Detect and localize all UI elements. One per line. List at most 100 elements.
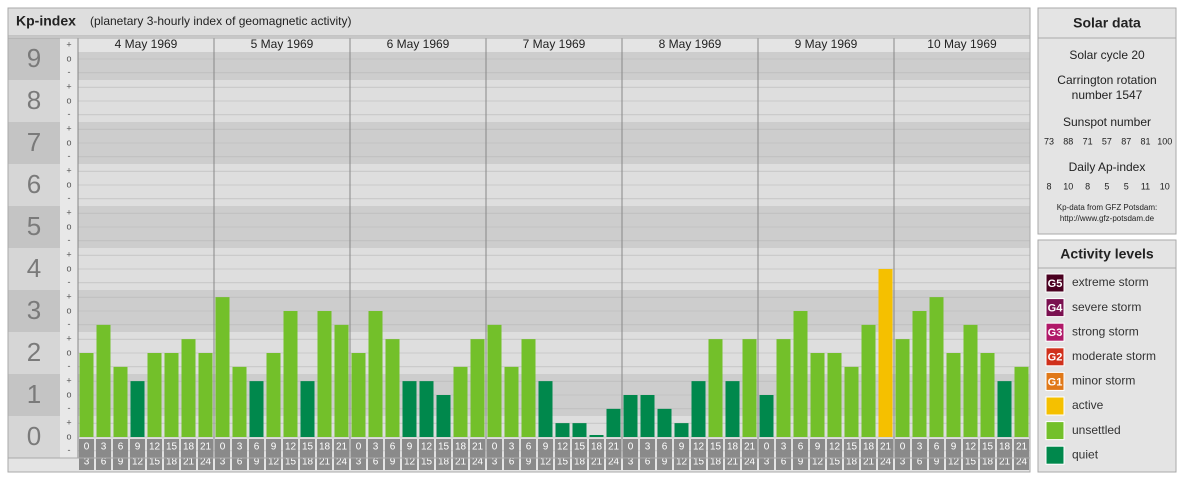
hour-label: 6 — [798, 442, 804, 453]
day-label: 8 May 1969 — [659, 37, 722, 51]
hour-box — [776, 439, 791, 470]
band — [8, 206, 60, 248]
ap-index: 8 — [1085, 181, 1090, 191]
hour-box — [96, 439, 111, 470]
hour-box — [861, 439, 876, 470]
bar — [708, 339, 723, 437]
hour-box — [385, 439, 400, 470]
hour-label: 18 — [319, 442, 331, 453]
sunspot-number: 88 — [1063, 136, 1073, 146]
hour-label: 6 — [509, 457, 515, 468]
y-minor-label: - — [68, 193, 71, 203]
hour-label: 9 — [271, 442, 277, 453]
hour-label: 12 — [132, 457, 144, 468]
legend-label: minor storm — [1072, 374, 1135, 388]
bar — [385, 339, 400, 437]
hour-label: 18 — [863, 442, 875, 453]
hour-label: 15 — [965, 457, 977, 468]
hour-box — [181, 439, 196, 470]
hour-label: 15 — [574, 442, 586, 453]
solar-title: Solar data — [1073, 15, 1141, 31]
hour-label: 9 — [407, 442, 413, 453]
hour-label: 15 — [166, 442, 178, 453]
hour-label: 21 — [336, 442, 348, 453]
y-minor-label: - — [68, 109, 71, 119]
hour-label: 12 — [557, 442, 569, 453]
hour-label: 21 — [200, 442, 212, 453]
y-minor-label: + — [66, 334, 71, 344]
legend-badge: G2 — [1048, 352, 1063, 364]
hour-label: 12 — [149, 442, 161, 453]
legend-swatch — [1045, 322, 1065, 342]
y-tick-label: 0 — [27, 421, 41, 451]
hour-label: 0 — [84, 442, 90, 453]
day-header — [78, 38, 214, 52]
y-tick-label: 6 — [27, 169, 41, 199]
hour-label: 15 — [438, 442, 450, 453]
legend-swatch — [1045, 445, 1065, 465]
hour-label: 24 — [1016, 457, 1028, 468]
hour-label: 6 — [917, 457, 923, 468]
hour-label: 3 — [492, 457, 498, 468]
day-label: 10 May 1969 — [927, 37, 997, 51]
hour-box — [997, 439, 1012, 470]
day-header — [486, 38, 622, 52]
hour-label: 21 — [183, 457, 195, 468]
hour-label: 21 — [591, 457, 603, 468]
y-minor-label: + — [66, 418, 71, 428]
y-minor-label: o — [66, 263, 71, 273]
legend-swatch — [1045, 273, 1065, 293]
hour-label: 15 — [557, 457, 569, 468]
hour-label: 9 — [798, 457, 804, 468]
ap-index: 8 — [1046, 181, 1051, 191]
hour-label: 0 — [900, 442, 906, 453]
bar — [606, 408, 621, 437]
day-header — [758, 38, 894, 52]
y-tick-label: 3 — [27, 295, 41, 325]
bar — [300, 381, 315, 437]
bar — [368, 311, 383, 437]
hour-box — [929, 439, 944, 470]
y-tick-label: 7 — [27, 127, 41, 157]
hour-box — [606, 439, 621, 470]
y-minor-label: + — [66, 250, 71, 260]
hour-label: 3 — [645, 442, 651, 453]
ap-title: Daily Ap-index — [1069, 160, 1146, 174]
hour-label: 24 — [336, 457, 348, 468]
sunspot-number: 81 — [1140, 136, 1150, 146]
y-minor-label: - — [68, 445, 71, 455]
bar — [691, 381, 706, 437]
hour-label: 3 — [220, 457, 226, 468]
chart-title: Kp-index — [16, 13, 76, 29]
band — [8, 374, 60, 416]
y-tick-label: 2 — [27, 337, 41, 367]
bar — [623, 395, 638, 437]
hour-box — [827, 439, 842, 470]
hour-label: 18 — [455, 442, 467, 453]
hour-box — [317, 439, 332, 470]
bar — [861, 324, 876, 437]
title-bar — [7, 7, 1031, 37]
band — [8, 38, 60, 80]
hour-label: 6 — [390, 442, 396, 453]
y-minor-label: - — [68, 319, 71, 329]
hour-label: 9 — [526, 457, 532, 468]
hour-box — [640, 439, 655, 470]
bar — [436, 395, 451, 437]
y-tick-label: 8 — [27, 85, 41, 115]
bar — [946, 353, 961, 437]
solar-panel — [1037, 7, 1177, 235]
y-minor-label: o — [66, 53, 71, 63]
bar — [521, 339, 536, 437]
hour-label: 6 — [101, 457, 107, 468]
hour-box — [572, 439, 587, 470]
hour-label: 12 — [812, 457, 824, 468]
hour-label: 6 — [373, 457, 379, 468]
bar — [351, 353, 366, 437]
hour-box — [215, 439, 230, 470]
hour-label: 21 — [455, 457, 467, 468]
hour-label: 15 — [693, 457, 705, 468]
legend-swatch — [1045, 347, 1065, 367]
bar — [895, 339, 910, 437]
